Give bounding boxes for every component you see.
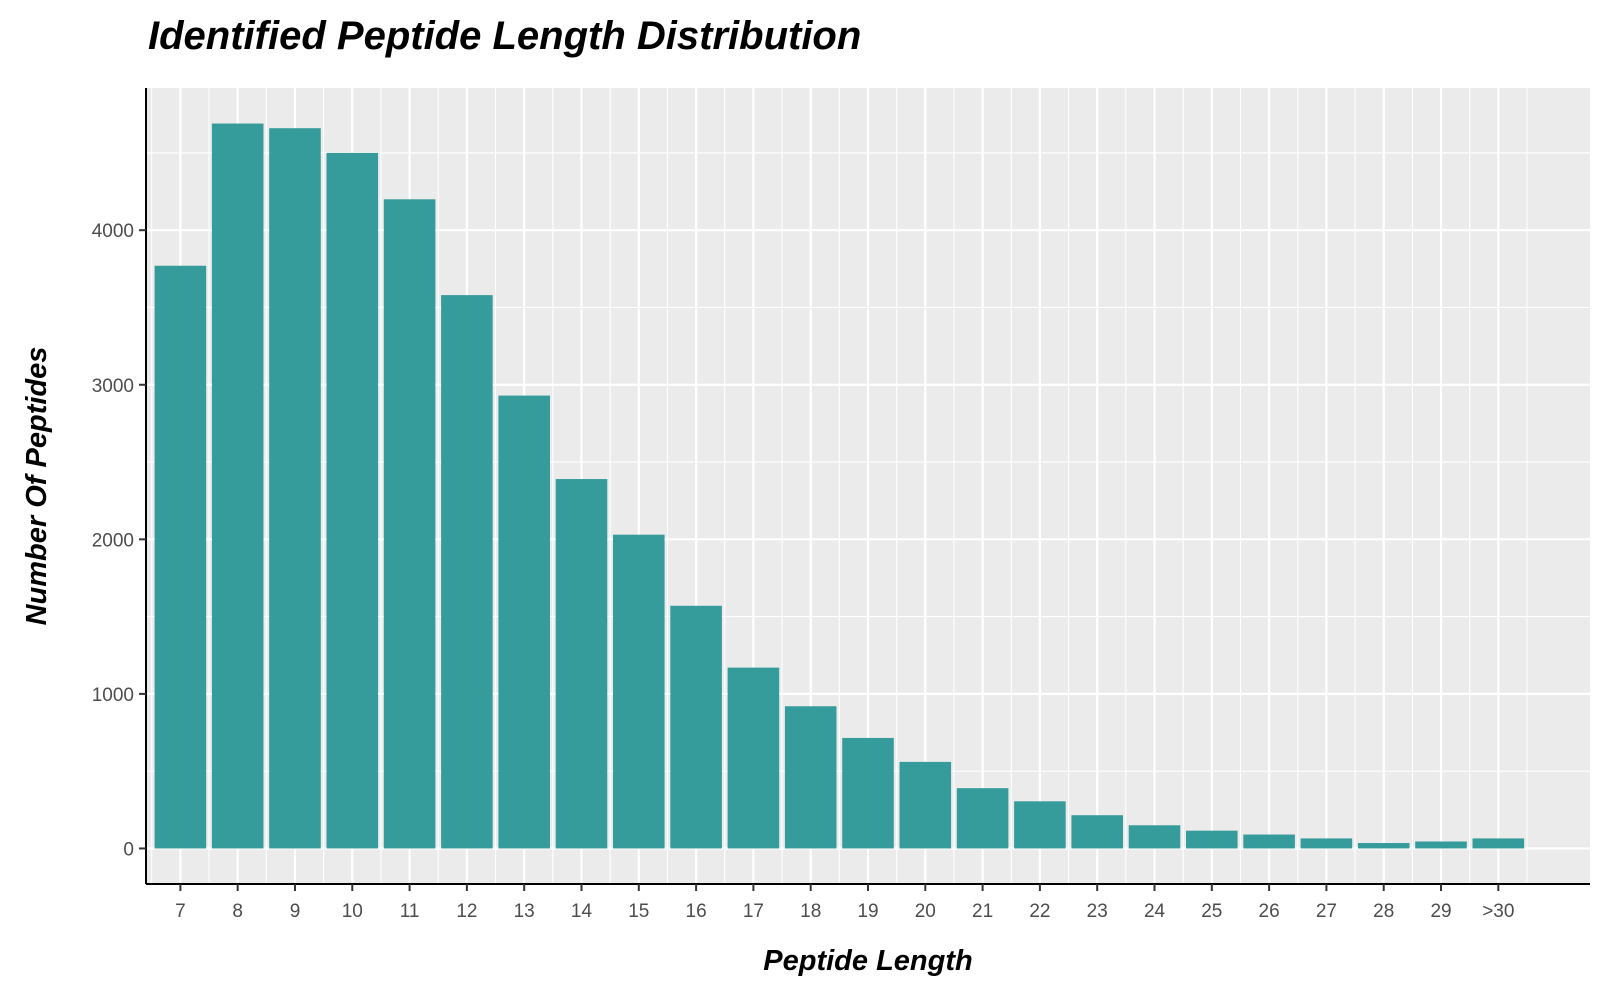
bar bbox=[670, 605, 722, 849]
x-axis-ticks: 7 8 9 10 11 12 13 14 15 16 17 18 19 20 21 22 23 24 25 26 27 2… bbox=[175, 884, 1514, 922]
bar bbox=[1415, 841, 1467, 849]
chart-title: Identified Peptide Length Distribution bbox=[148, 14, 862, 58]
x-tick-label: 20 bbox=[915, 901, 936, 922]
bar bbox=[842, 737, 894, 849]
x-tick-label: 17 bbox=[743, 901, 764, 922]
bar bbox=[441, 295, 493, 849]
x-tick-label: 15 bbox=[628, 901, 649, 922]
bar bbox=[1071, 815, 1123, 849]
bar bbox=[383, 199, 436, 849]
x-tick-label: 7 bbox=[175, 901, 186, 922]
minor-gridlines bbox=[146, 88, 1590, 884]
bar bbox=[899, 761, 952, 849]
bar bbox=[784, 706, 837, 849]
x-tick-label: 10 bbox=[342, 901, 363, 922]
bar bbox=[1128, 825, 1181, 849]
x-tick-label: 22 bbox=[1029, 901, 1050, 922]
bar bbox=[1186, 830, 1238, 849]
x-tick-label: 25 bbox=[1201, 901, 1222, 922]
y-tick-label: 2000 bbox=[92, 530, 134, 551]
x-tick-label: >30 bbox=[1482, 901, 1514, 922]
bar bbox=[1014, 801, 1066, 849]
x-tick-label: 9 bbox=[290, 901, 301, 922]
bar bbox=[1357, 843, 1410, 849]
bar bbox=[1472, 838, 1525, 849]
bar bbox=[326, 152, 379, 849]
x-tick-label: 27 bbox=[1316, 901, 1337, 922]
bar bbox=[1300, 838, 1353, 849]
bar bbox=[1243, 834, 1295, 849]
x-tick-label: 28 bbox=[1373, 901, 1394, 922]
y-axis-ticks: 0 1000 2000 3000 4000 bbox=[92, 221, 146, 860]
x-tick-label: 26 bbox=[1259, 901, 1280, 922]
y-tick-label: 4000 bbox=[92, 221, 134, 242]
y-axis-title: Number Of Peptides bbox=[21, 347, 53, 626]
x-tick-label: 29 bbox=[1430, 901, 1451, 922]
bar bbox=[956, 788, 1009, 849]
bar bbox=[154, 265, 207, 849]
bar bbox=[727, 667, 780, 849]
x-tick-label: 16 bbox=[686, 901, 707, 922]
bar bbox=[613, 534, 665, 849]
bar bbox=[555, 479, 608, 849]
bars bbox=[154, 123, 1525, 849]
x-tick-label: 24 bbox=[1144, 901, 1166, 922]
x-tick-label: 11 bbox=[400, 901, 420, 922]
x-tick-label: 18 bbox=[800, 901, 821, 922]
x-tick-label: 23 bbox=[1087, 901, 1108, 922]
x-axis-title: Peptide Length bbox=[763, 945, 972, 977]
y-tick-label: 0 bbox=[123, 839, 134, 860]
x-tick-label: 21 bbox=[972, 901, 993, 922]
x-tick-label: 8 bbox=[232, 901, 243, 922]
bar bbox=[498, 395, 550, 849]
x-tick-label: 12 bbox=[456, 901, 477, 922]
bar bbox=[211, 123, 264, 849]
x-tick-label: 14 bbox=[571, 901, 593, 922]
x-tick-label: 19 bbox=[857, 901, 878, 922]
x-tick-label: 13 bbox=[514, 901, 535, 922]
y-tick-label: 1000 bbox=[92, 685, 134, 706]
bar bbox=[269, 128, 321, 849]
y-tick-label: 3000 bbox=[92, 376, 134, 397]
